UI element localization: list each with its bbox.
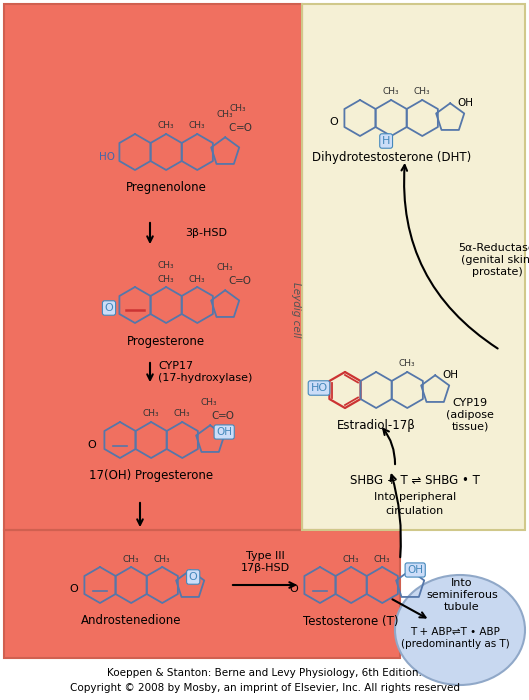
Text: C: C <box>212 412 219 421</box>
Text: Koeppen & Stanton: Berne and Levy Physiology, 6th Edition.: Koeppen & Stanton: Berne and Levy Physio… <box>107 668 422 678</box>
Text: CH₃: CH₃ <box>230 104 247 113</box>
Text: HO: HO <box>311 383 327 393</box>
Bar <box>302 4 525 530</box>
Text: Testosterone (T): Testosterone (T) <box>304 615 399 627</box>
Bar <box>4 530 400 658</box>
Bar <box>302 4 525 530</box>
Text: CH₃: CH₃ <box>343 554 359 564</box>
Text: T + ABP⇌T • ABP
(predominantly as T): T + ABP⇌T • ABP (predominantly as T) <box>400 627 509 649</box>
Text: Copyright © 2008 by Mosby, an imprint of Elsevier, Inc. All rights reserved: Copyright © 2008 by Mosby, an imprint of… <box>69 683 460 693</box>
Text: CYP17
(17-hydroxylase): CYP17 (17-hydroxylase) <box>158 361 252 383</box>
Text: Into peripheral: Into peripheral <box>374 492 456 502</box>
Text: CH₃: CH₃ <box>414 88 431 97</box>
Text: CH₃: CH₃ <box>217 110 233 119</box>
Text: CH₃: CH₃ <box>201 398 217 407</box>
Text: CH₃: CH₃ <box>217 263 233 272</box>
Text: circulation: circulation <box>386 506 444 516</box>
Bar <box>4 4 302 530</box>
Text: CH₃: CH₃ <box>189 122 206 130</box>
Text: OH: OH <box>216 427 232 437</box>
Text: 5α-Reductase
(genital skin,
prostate): 5α-Reductase (genital skin, prostate) <box>459 244 529 276</box>
Text: Androstenedione: Androstenedione <box>81 615 181 627</box>
Text: CYP19
(adipose
tissue): CYP19 (adipose tissue) <box>446 398 494 432</box>
Text: Estradiol-17β: Estradiol-17β <box>336 419 416 433</box>
Text: CH₃: CH₃ <box>158 122 175 130</box>
Bar <box>4 530 400 658</box>
Text: CH₃: CH₃ <box>189 274 206 284</box>
Ellipse shape <box>395 575 525 685</box>
Text: Pregnenolone: Pregnenolone <box>126 181 207 195</box>
Text: Type III
17β-HSD: Type III 17β-HSD <box>241 552 289 573</box>
Text: CH₃: CH₃ <box>399 360 416 368</box>
Text: CH₃: CH₃ <box>374 554 390 564</box>
Text: CH₃: CH₃ <box>158 274 175 284</box>
Text: SHBG + T ⇌ SHBG • T: SHBG + T ⇌ SHBG • T <box>350 473 480 486</box>
Bar <box>4 4 302 530</box>
Text: =O: =O <box>235 276 252 286</box>
Text: Progesterone: Progesterone <box>127 335 205 347</box>
Text: O: O <box>289 584 298 594</box>
Text: Dihydrotestosterone (DHT): Dihydrotestosterone (DHT) <box>312 151 471 164</box>
Text: HO: HO <box>99 152 115 162</box>
Text: O: O <box>70 584 78 594</box>
Text: OH: OH <box>407 565 423 575</box>
Text: Into
seminiferous
tubule: Into seminiferous tubule <box>426 578 498 612</box>
Text: CH₃: CH₃ <box>143 410 159 419</box>
Text: CH₃: CH₃ <box>154 554 170 564</box>
Text: CH₃: CH₃ <box>174 410 190 419</box>
Text: C: C <box>229 276 236 286</box>
Text: O: O <box>330 117 339 127</box>
Text: O: O <box>88 440 96 450</box>
Text: 3β-HSD: 3β-HSD <box>185 228 227 238</box>
Text: H: H <box>382 136 390 146</box>
Text: 17(OH) Progesterone: 17(OH) Progesterone <box>89 470 213 482</box>
Text: CH₃: CH₃ <box>383 88 399 97</box>
Text: CH₃: CH₃ <box>158 260 175 270</box>
Text: O: O <box>189 572 197 582</box>
Text: CH₃: CH₃ <box>123 554 140 564</box>
Text: C: C <box>229 123 236 134</box>
Text: OH: OH <box>457 98 473 108</box>
Text: =O: =O <box>217 412 235 421</box>
Text: =O: =O <box>236 123 253 134</box>
Text: Leydig cell: Leydig cell <box>291 282 301 338</box>
Text: OH: OH <box>442 370 458 380</box>
Text: O: O <box>105 303 113 313</box>
